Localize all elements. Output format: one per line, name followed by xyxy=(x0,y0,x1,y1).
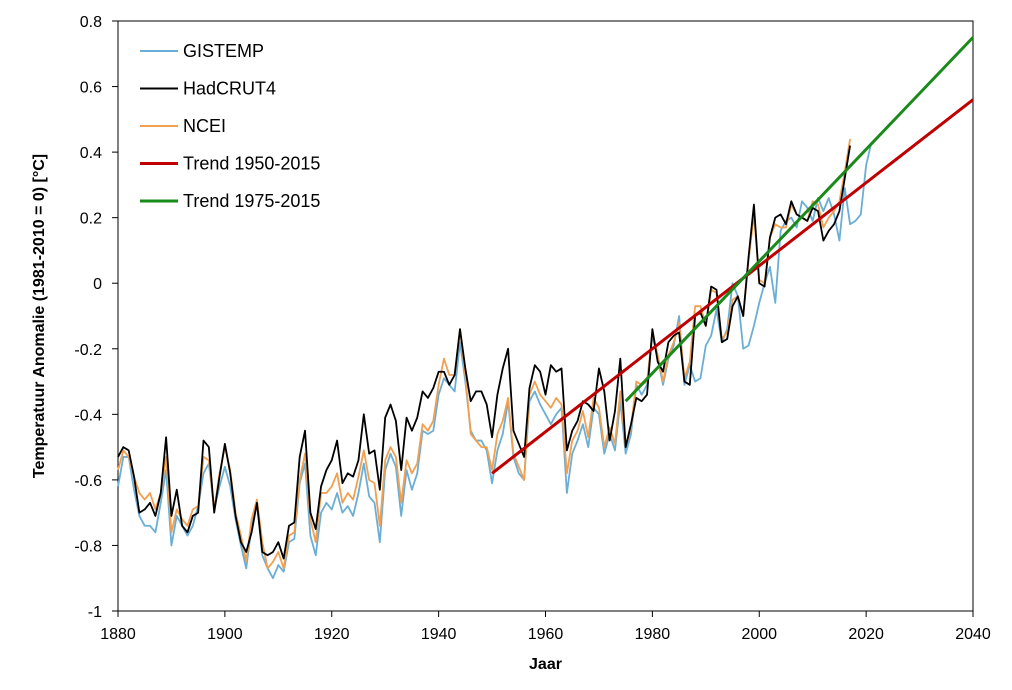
y-tick-label: -0.8 xyxy=(74,538,102,555)
y-tick-label: 0.8 xyxy=(80,14,102,31)
x-tick-label: 2040 xyxy=(955,626,991,643)
series-line-gistemp xyxy=(117,142,873,580)
y-tick-label: 0 xyxy=(93,276,102,293)
y-tick-label: -0.2 xyxy=(74,342,102,359)
series-layer xyxy=(117,36,975,580)
x-tick-label: 2020 xyxy=(848,626,884,643)
y-tick-label: -0.6 xyxy=(74,473,102,490)
series-line-trend-1950-2015 xyxy=(491,98,974,475)
series-line-hadcrut4 xyxy=(117,145,851,560)
x-tick-label: 1980 xyxy=(635,626,671,643)
y-tick-label: 0.4 xyxy=(80,145,102,162)
x-axis-title: Jaar xyxy=(529,656,562,673)
series-line-trend-1975-2015 xyxy=(624,36,975,403)
legend-label: Trend 1975-2015 xyxy=(183,191,320,211)
legend-label: Trend 1950-2015 xyxy=(183,154,320,174)
x-tick-label: 1920 xyxy=(314,626,350,643)
legend-label: NCEI xyxy=(183,116,226,136)
series-line-ncei xyxy=(117,138,851,570)
x-tick-label: 1960 xyxy=(528,626,564,643)
y-axis-title: Temperatuur Anomalie (1981-2010 = 0) [°C… xyxy=(31,154,48,478)
y-tick-label: 0.6 xyxy=(80,80,102,97)
y-axis: 0.8 0.6 0.4 0.2 0 -0.2 -0.4 -0.6 -0.8 -1 xyxy=(74,14,118,621)
x-axis: 1880 1900 1920 1940 1960 1980 2000 2020 2040 xyxy=(100,611,991,643)
y-tick-label: -1 xyxy=(88,604,102,621)
y-tick-label: -0.4 xyxy=(74,407,102,424)
x-tick-label: 1880 xyxy=(100,626,136,643)
y-tick-label: 0.2 xyxy=(80,211,102,228)
x-tick-label: 2000 xyxy=(741,626,777,643)
legend: GISTEMP HadCRUT4 NCEI Trend 1950-2015 Trend … xyxy=(140,41,320,211)
plot-area xyxy=(117,20,974,612)
legend-label: HadCRUT4 xyxy=(183,79,276,99)
legend-label: GISTEMP xyxy=(183,41,264,61)
x-tick-label: 1900 xyxy=(207,626,243,643)
x-tick-label: 1940 xyxy=(421,626,457,643)
